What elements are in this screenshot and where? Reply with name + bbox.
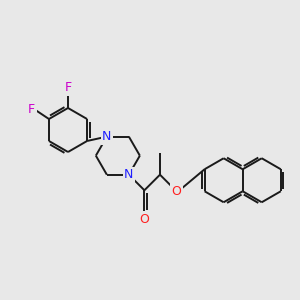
Text: O: O [172, 185, 182, 198]
Text: O: O [140, 213, 149, 226]
Text: F: F [28, 103, 35, 116]
Text: N: N [102, 130, 112, 143]
Text: N: N [124, 168, 134, 181]
Text: F: F [64, 81, 72, 94]
